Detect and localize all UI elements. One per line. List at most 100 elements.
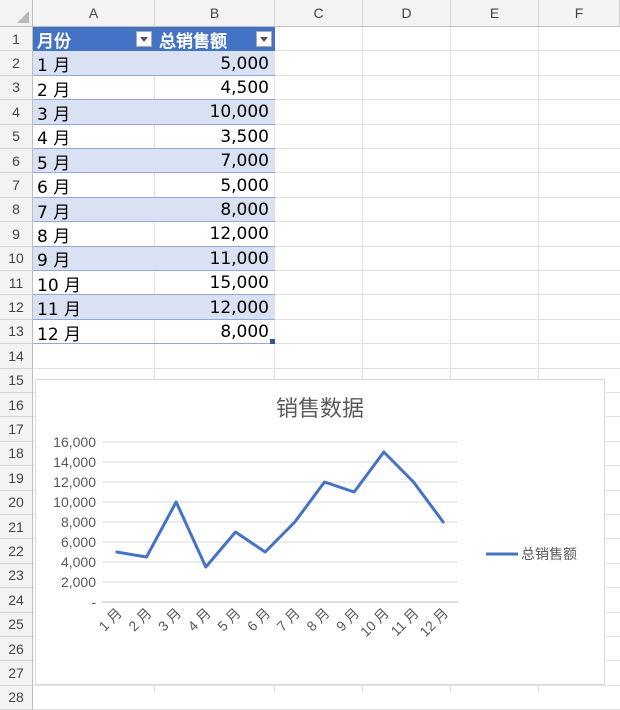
table-cell-month[interactable]: 7 月 xyxy=(33,197,155,223)
row-header-5[interactable]: 5 xyxy=(0,124,33,149)
row-header-26[interactable]: 26 xyxy=(0,637,33,662)
table-cell-month[interactable]: 8 月 xyxy=(37,226,71,247)
grid-row-line xyxy=(33,270,620,271)
column-header-f[interactable]: F xyxy=(539,0,620,27)
row-header-10[interactable]: 10 xyxy=(0,246,33,271)
row-header-16[interactable]: 16 xyxy=(0,393,33,418)
table-cell-sales[interactable]: 7,000 xyxy=(155,149,275,174)
grid-row-line xyxy=(33,684,620,686)
x-tick-label: 4 月 xyxy=(184,605,213,634)
row-header-13[interactable]: 13 xyxy=(0,319,33,345)
row-header-17[interactable]: 17 xyxy=(0,417,33,442)
row-header-11[interactable]: 11 xyxy=(0,271,33,296)
table-row-divider xyxy=(33,245,275,247)
table-cell-sales[interactable]: 10,000 xyxy=(155,100,275,125)
y-tick-label: 8,000 xyxy=(61,514,96,530)
table-cell-month[interactable]: 9 月 xyxy=(33,246,155,271)
grid-column-line xyxy=(450,27,451,692)
y-tick-label: - xyxy=(91,594,96,610)
select-all-icon xyxy=(17,11,29,23)
row-header-14[interactable]: 14 xyxy=(0,344,33,369)
table-row-divider xyxy=(33,270,275,271)
row-header-21[interactable]: 21 xyxy=(0,515,33,540)
row-header-6[interactable]: 6 xyxy=(0,149,33,174)
row-header-15[interactable]: 15 xyxy=(0,368,33,393)
table-row-divider xyxy=(33,343,275,345)
filter-dropdown-month[interactable] xyxy=(136,31,152,47)
row-header-9[interactable]: 9 xyxy=(0,222,33,247)
grid-row-line xyxy=(33,50,620,52)
row-header-7[interactable]: 7 xyxy=(0,173,33,198)
row-header-12[interactable]: 12 xyxy=(0,295,33,320)
row-header-20[interactable]: 20 xyxy=(0,490,33,515)
table-cell-month[interactable]: 2 月 xyxy=(37,80,71,101)
table-cell-sales[interactable]: 5,000 xyxy=(155,51,275,76)
grid-column-line xyxy=(362,27,363,692)
table-cell-sales[interactable]: 3,500 xyxy=(220,126,269,147)
row-header-25[interactable]: 25 xyxy=(0,612,33,637)
y-tick-label: 16,000 xyxy=(53,434,96,450)
grid-row-line xyxy=(33,172,620,174)
column-header-b[interactable]: B xyxy=(155,0,275,27)
table-row-divider xyxy=(33,172,275,174)
table-cell-sales[interactable]: 12,000 xyxy=(209,224,269,245)
x-tick-label: 12 月 xyxy=(416,605,451,640)
row-header-4[interactable]: 4 xyxy=(0,100,33,125)
table-cell-month[interactable]: 6 月 xyxy=(37,178,71,198)
table-cell-month[interactable]: 11 月 xyxy=(33,295,155,320)
grid-row-line xyxy=(33,123,620,125)
legend-label: 总销售额 xyxy=(521,546,577,562)
grid-row-line xyxy=(33,343,620,345)
row-header-1[interactable]: 1 xyxy=(0,27,33,52)
column-header-d[interactable]: D xyxy=(363,0,451,27)
table-cell-month[interactable]: 4 月 xyxy=(37,129,71,149)
table-row-divider xyxy=(33,294,275,296)
y-tick-label: 6,000 xyxy=(61,534,96,550)
column-header-e[interactable]: E xyxy=(451,0,539,27)
table-cell-sales[interactable]: 15,000 xyxy=(209,273,269,294)
row-header-27[interactable]: 27 xyxy=(0,661,33,686)
grid-row-line xyxy=(33,74,620,76)
filter-dropdown-sales[interactable] xyxy=(256,31,272,47)
grid-column-line xyxy=(154,27,155,692)
column-header-a[interactable]: A xyxy=(33,0,155,27)
row-header-24[interactable]: 24 xyxy=(0,588,33,613)
x-tick-label: 7 月 xyxy=(273,605,302,634)
x-tick-label: 11 月 xyxy=(387,605,421,639)
table-cell-sales[interactable]: 12,000 xyxy=(155,295,275,320)
series-line xyxy=(115,450,445,569)
table-cell-sales[interactable]: 8,000 xyxy=(220,321,269,342)
table-cell-month[interactable]: 3 月 xyxy=(33,100,155,125)
y-tick-label: 10,000 xyxy=(53,494,96,510)
y-tick-label: 4,000 xyxy=(61,554,96,570)
row-header-22[interactable]: 22 xyxy=(0,539,33,564)
grid-column-line xyxy=(538,27,539,692)
table-header-month[interactable]: 月份 xyxy=(33,27,155,52)
table-cell-sales[interactable]: 4,500 xyxy=(220,77,269,98)
table-cell-month[interactable]: 5 月 xyxy=(33,149,155,174)
chevron-down-icon xyxy=(260,36,268,42)
table-cell-sales[interactable]: 11,000 xyxy=(155,246,275,271)
row-header-18[interactable]: 18 xyxy=(0,441,33,467)
row-header-2[interactable]: 2 xyxy=(0,51,33,76)
row-header-23[interactable]: 23 xyxy=(0,563,33,589)
select-all-corner[interactable] xyxy=(0,0,33,27)
line-chart[interactable]: 销售数据 - 2,000 4,000 6,000 8,000 10,000 12,000 14,… xyxy=(35,379,605,685)
table-cell-month[interactable]: 12 月 xyxy=(37,324,82,345)
row-header-3[interactable]: 3 xyxy=(0,75,33,101)
grid-row-line xyxy=(33,367,620,369)
table-cell-month[interactable]: 1 月 xyxy=(33,51,155,76)
row-header-19[interactable]: 19 xyxy=(0,466,33,491)
column-header-c[interactable]: C xyxy=(275,0,363,27)
chevron-down-icon xyxy=(140,36,148,42)
table-cell-sales[interactable]: 8,000 xyxy=(155,197,275,223)
table-cell-month[interactable]: 10 月 xyxy=(37,275,82,296)
table-cell-sales[interactable]: 5,000 xyxy=(220,175,269,196)
row-header-8[interactable]: 8 xyxy=(0,197,33,223)
table-resize-handle[interactable] xyxy=(270,339,275,345)
row-header-28[interactable]: 28 xyxy=(0,685,33,710)
grid-row-line xyxy=(33,148,620,149)
x-tick-label: 2 月 xyxy=(125,605,154,634)
table-header-sales[interactable]: 总销售额 xyxy=(155,27,275,52)
